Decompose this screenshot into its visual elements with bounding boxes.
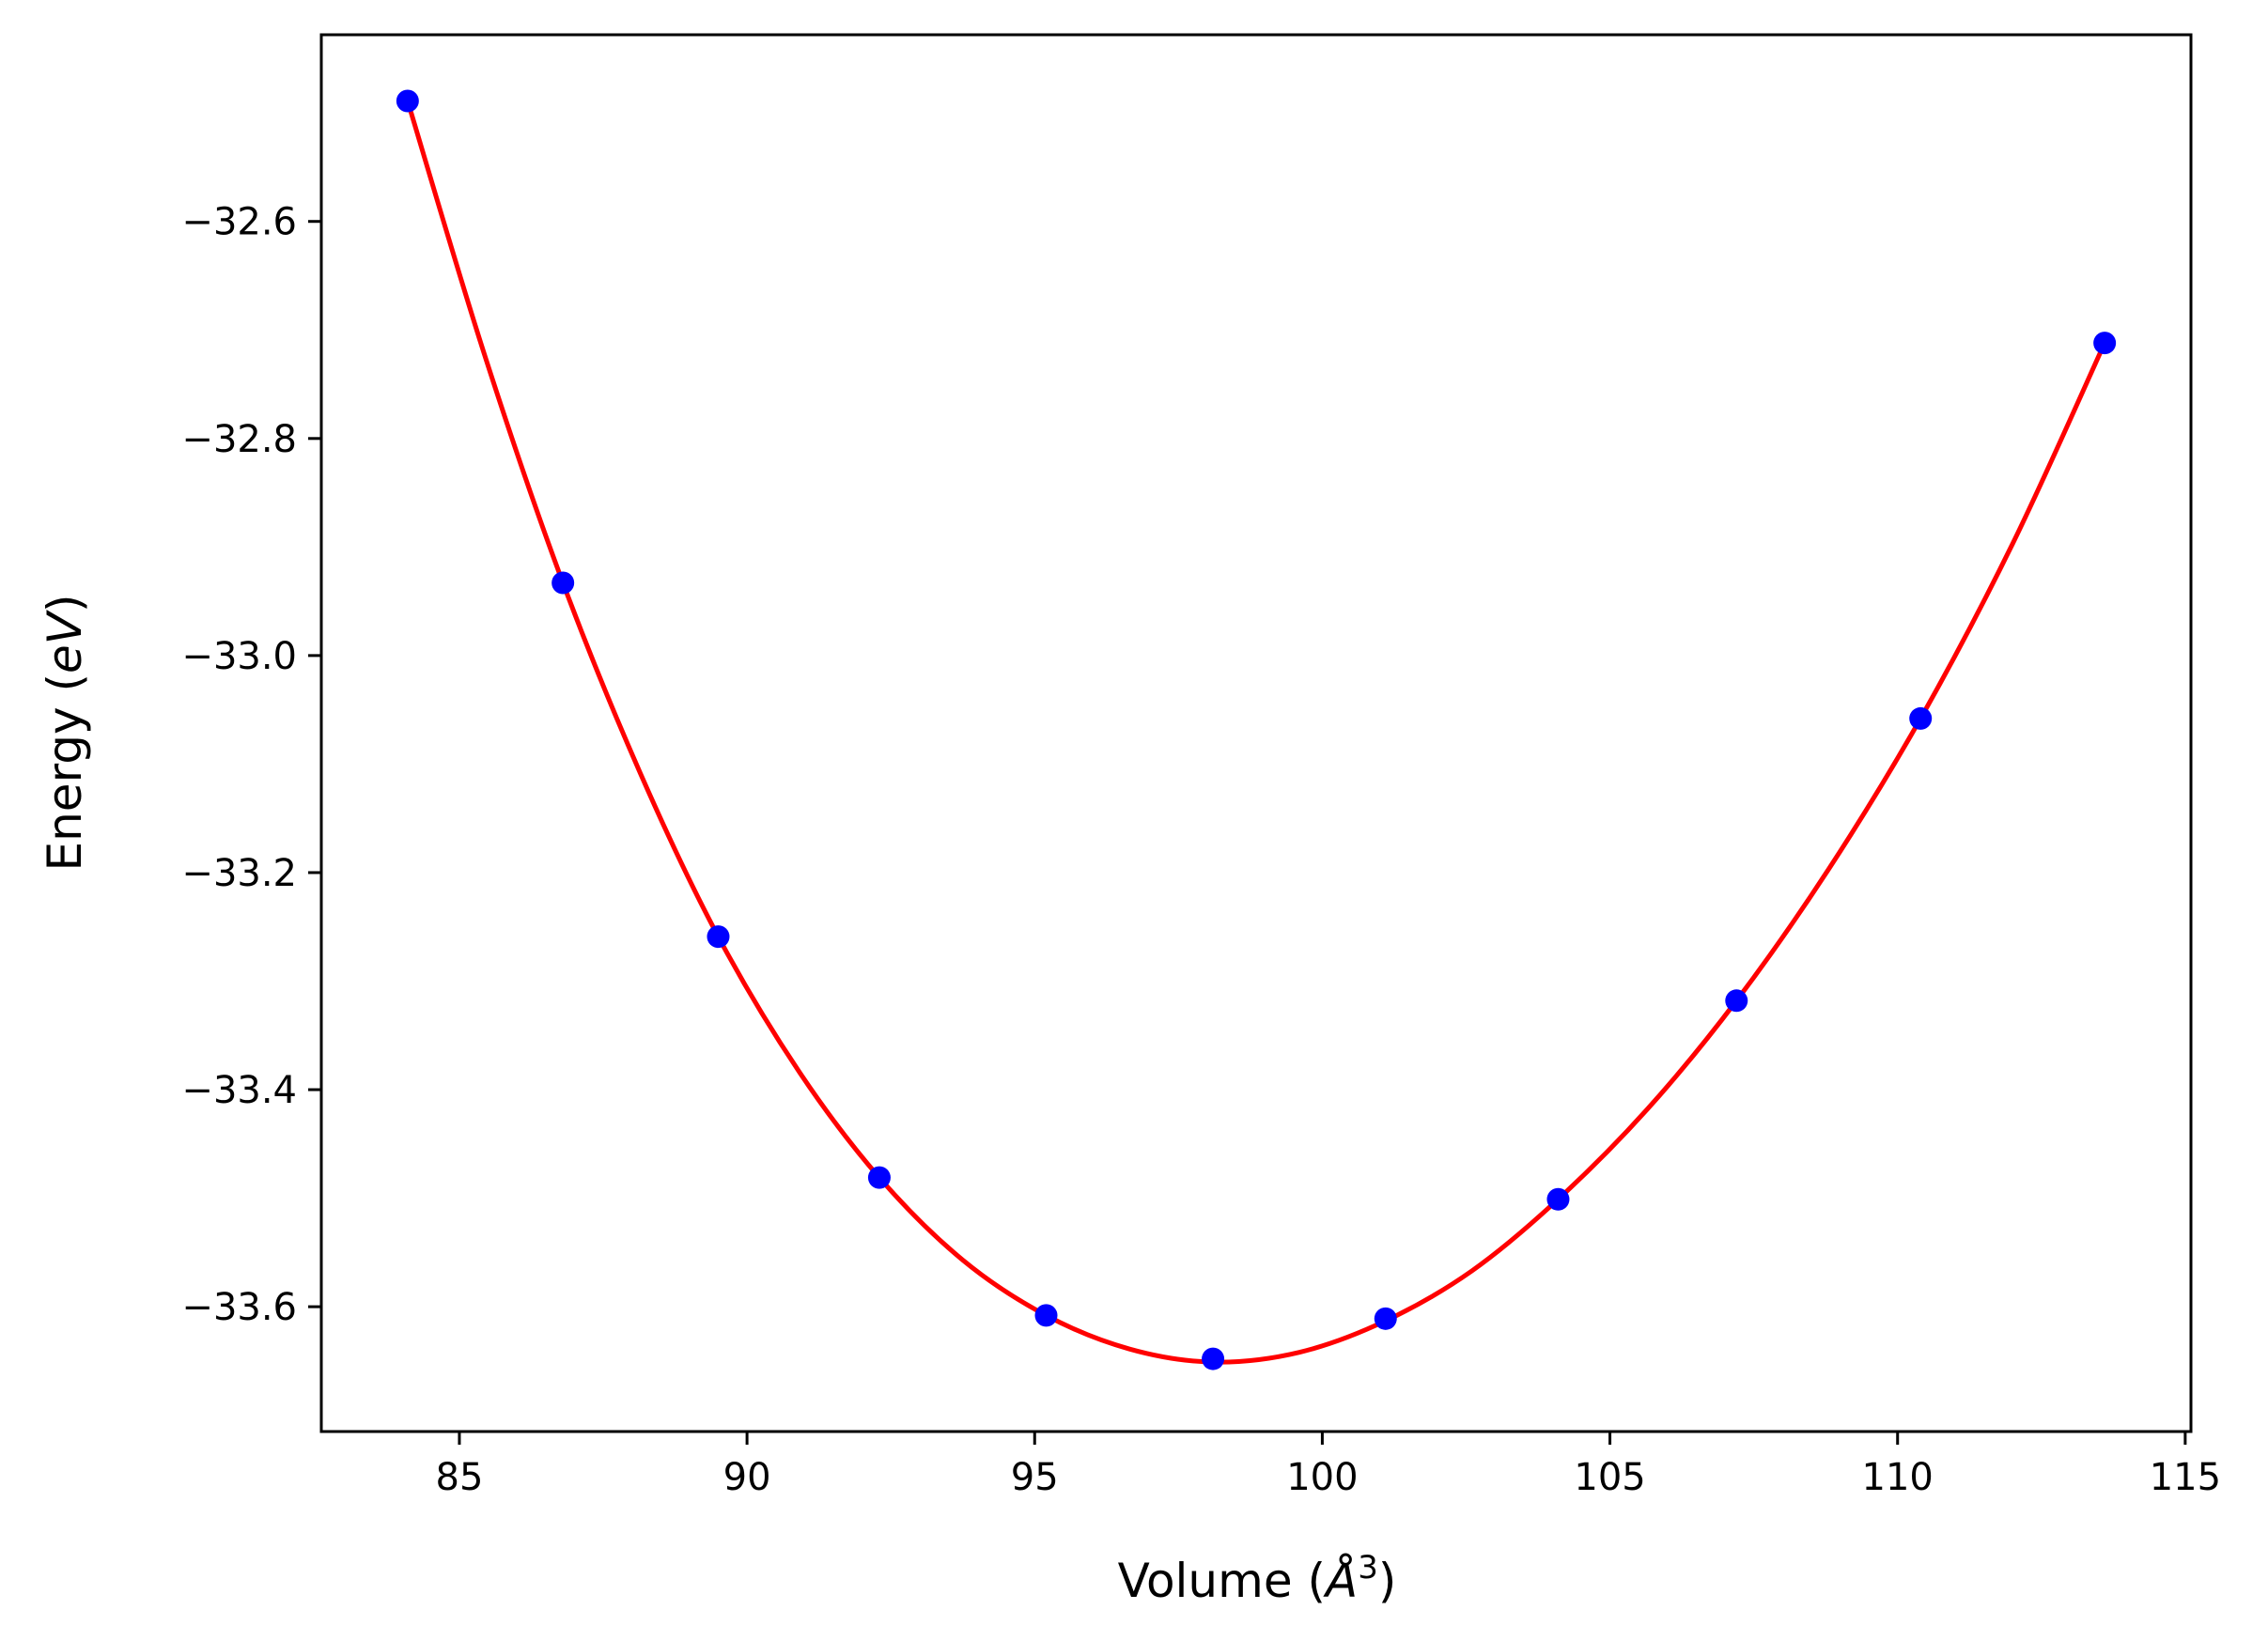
x-tick-label: 100: [1286, 1456, 1358, 1499]
x-tick-label: 95: [1011, 1456, 1059, 1499]
y-tick-label: −32.6: [181, 201, 297, 244]
data-point: [867, 1166, 891, 1189]
data-point: [1725, 989, 1748, 1013]
data-point: [1034, 1304, 1058, 1327]
y-axis-label: Energy (eV): [38, 595, 92, 872]
y-tick-label: −33.0: [181, 635, 297, 678]
x-axis-label: Volume (Å3): [1118, 1549, 1397, 1608]
y-tick-label: −33.4: [181, 1069, 297, 1112]
y-tick-label: −33.2: [181, 852, 297, 895]
y-tick-label: −32.8: [181, 418, 297, 461]
data-point: [1374, 1307, 1397, 1330]
chart-ticks: 85 90 95 100 105 110 115 −32.6 −32.8 −33.0 −33.2 −3…: [181, 201, 2221, 1499]
data-point: [1546, 1187, 1570, 1211]
x-tick-label: 90: [723, 1456, 771, 1499]
x-tick-label: 110: [1862, 1456, 1934, 1499]
data-point: [396, 89, 419, 113]
x-tick-label: 105: [1574, 1456, 1645, 1499]
x-tick-label: 115: [2150, 1456, 2221, 1499]
data-point: [551, 571, 575, 595]
x-tick-label: 85: [436, 1456, 484, 1499]
plot-area-frame: [319, 33, 2193, 1433]
data-point: [707, 925, 730, 949]
y-tick-label: −33.6: [181, 1286, 297, 1329]
data-point: [1202, 1347, 1225, 1370]
chart-marks: [396, 89, 2117, 1370]
data-point: [1909, 706, 1933, 730]
data-point: [2093, 332, 2117, 355]
